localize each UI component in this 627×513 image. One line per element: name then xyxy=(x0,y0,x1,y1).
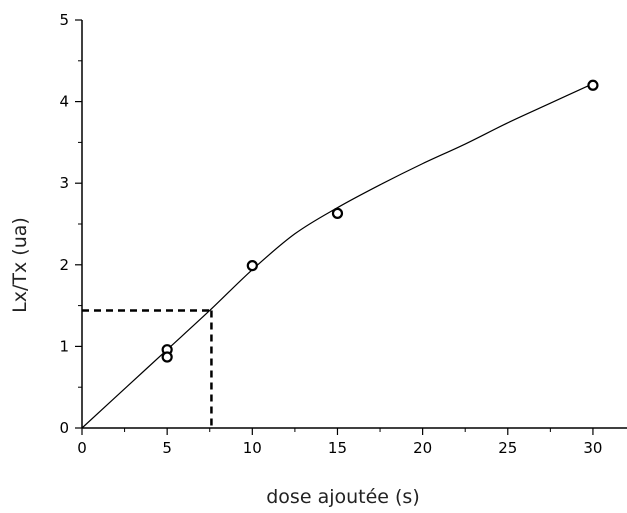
y-tick-label: 0 xyxy=(59,419,69,437)
y-axis-title: Lx/Tx (ua) xyxy=(9,217,31,313)
y-tick-label: 2 xyxy=(59,256,69,274)
x-tick-label: 5 xyxy=(162,439,172,457)
data-point xyxy=(331,207,344,219)
data-point xyxy=(587,79,599,91)
y-tick-label: 1 xyxy=(59,337,69,355)
axes xyxy=(81,20,627,429)
x-tick-label: 0 xyxy=(77,439,87,457)
y-tick-label: 5 xyxy=(59,11,69,29)
y-tick-label: 3 xyxy=(59,174,69,192)
data-points xyxy=(161,79,599,363)
x-tick-label: 25 xyxy=(498,439,517,457)
data-point xyxy=(161,351,173,363)
ticks xyxy=(75,19,594,435)
tick-labels: 0 5 10 15 20 25 30 0 1 2 3 4 5 xyxy=(59,11,602,457)
x-axis-title: dose ajoutée (s) xyxy=(266,486,420,508)
reference-lines xyxy=(82,309,213,428)
y-tick-label: 4 xyxy=(59,93,69,111)
x-tick-label: 20 xyxy=(413,439,432,457)
data-point xyxy=(246,260,258,272)
x-tick-label: 10 xyxy=(243,439,262,457)
x-tick-label: 15 xyxy=(328,439,347,457)
fit-curve-group xyxy=(81,83,594,429)
x-tick-label: 30 xyxy=(583,439,602,457)
fit-curve xyxy=(81,83,594,429)
